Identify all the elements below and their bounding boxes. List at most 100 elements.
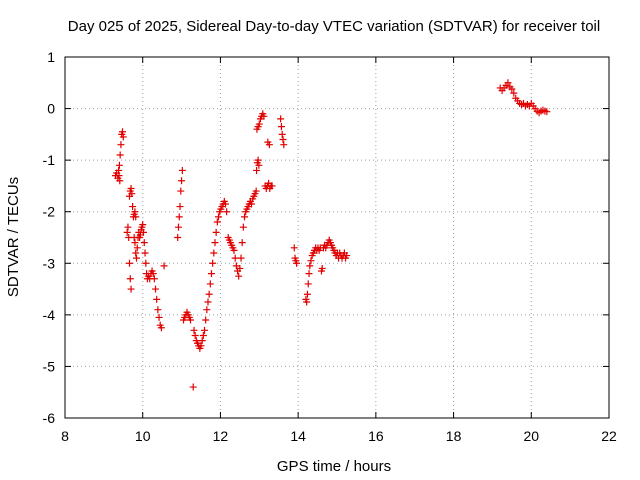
data-point-marker xyxy=(306,262,314,270)
data-point-marker xyxy=(131,239,139,247)
x-tick-label: 22 xyxy=(601,428,617,444)
x-tick-label: 14 xyxy=(290,428,306,444)
data-point-marker xyxy=(116,151,124,159)
x-tick-label: 16 xyxy=(368,428,384,444)
data-point-marker xyxy=(116,177,124,185)
data-point-marker xyxy=(230,246,238,254)
data-point-marker xyxy=(235,272,243,280)
data-point-marker xyxy=(210,249,218,257)
y-tick-label: -6 xyxy=(43,410,56,426)
data-point-marker xyxy=(119,133,127,141)
data-point-marker xyxy=(133,244,141,252)
data-point-marker xyxy=(253,166,261,174)
y-tick-label: -4 xyxy=(43,307,56,323)
data-point-marker xyxy=(115,161,123,169)
data-point-marker xyxy=(119,128,127,136)
y-tick-label: -2 xyxy=(43,204,56,220)
data-point-marker xyxy=(239,223,247,231)
data-point-marker xyxy=(123,228,131,236)
data-point-marker xyxy=(126,275,134,283)
data-point-marker xyxy=(248,200,256,208)
data-point-marker xyxy=(174,223,182,231)
data-point-marker xyxy=(236,264,244,272)
x-tick-label: 8 xyxy=(61,428,69,444)
data-point-marker xyxy=(191,331,199,339)
data-point-marker xyxy=(203,306,211,314)
data-point-marker xyxy=(304,280,312,288)
data-point-marker xyxy=(132,254,140,262)
data-point-marker xyxy=(209,259,217,267)
data-point-marker xyxy=(127,285,135,293)
data-point-marker xyxy=(128,190,136,198)
data-point-marker xyxy=(255,161,263,169)
x-axis-label: GPS time / hours xyxy=(277,458,391,475)
data-point-marker xyxy=(139,228,147,236)
data-point-marker xyxy=(142,259,150,267)
data-point-marker xyxy=(277,115,285,123)
data-point-marker xyxy=(213,218,221,226)
data-point-marker xyxy=(174,234,182,241)
data-point-marker xyxy=(141,249,149,257)
data-points xyxy=(112,79,551,391)
data-point-marker xyxy=(205,290,213,298)
data-point-marker xyxy=(277,123,285,131)
data-point-marker xyxy=(199,331,207,339)
y-tick-label: -5 xyxy=(43,358,56,374)
data-point-marker xyxy=(279,136,287,144)
data-point-marker xyxy=(237,254,245,262)
data-point-marker xyxy=(202,316,210,324)
data-point-marker xyxy=(198,337,206,345)
data-point-marker xyxy=(293,259,301,267)
data-point-marker xyxy=(207,270,215,278)
data-point-marker xyxy=(178,166,186,174)
data-point-marker xyxy=(131,208,139,216)
data-point-marker xyxy=(154,306,162,314)
data-point-marker xyxy=(149,270,157,278)
data-point-marker xyxy=(160,262,168,270)
data-point-marker xyxy=(318,264,326,272)
data-point-marker xyxy=(290,244,298,252)
data-point-marker xyxy=(206,280,214,288)
data-point-marker xyxy=(155,313,163,321)
data-point-marker xyxy=(177,187,185,195)
data-point-marker xyxy=(200,326,208,334)
data-point-marker xyxy=(303,290,311,298)
data-point-marker xyxy=(189,383,197,391)
data-point-marker xyxy=(204,298,212,306)
data-point-marker xyxy=(212,228,220,236)
data-point-marker xyxy=(132,249,140,257)
data-point-marker xyxy=(124,223,132,231)
data-point-marker xyxy=(221,200,229,208)
data-point-marker xyxy=(187,316,195,324)
data-point-marker xyxy=(343,252,351,260)
data-point-marker xyxy=(197,342,205,350)
data-point-marker xyxy=(508,85,516,93)
data-point-marker xyxy=(241,213,249,221)
data-point-marker xyxy=(176,203,184,211)
data-point-marker xyxy=(150,275,158,283)
data-point-marker xyxy=(252,187,260,195)
data-point-marker xyxy=(139,221,147,229)
x-tick-label: 10 xyxy=(135,428,151,444)
data-point-marker xyxy=(504,79,512,87)
axis-ticks xyxy=(64,56,610,419)
data-point-marker xyxy=(280,141,288,149)
x-tick-label: 12 xyxy=(213,428,229,444)
data-point-marker xyxy=(126,259,134,267)
data-point-marker xyxy=(153,295,161,303)
data-point-marker xyxy=(255,120,263,128)
data-point-marker xyxy=(214,213,222,221)
plot-frame xyxy=(64,56,610,419)
data-point-marker xyxy=(127,185,135,193)
data-point-marker xyxy=(510,89,518,97)
data-point-marker xyxy=(132,213,140,221)
data-point-marker xyxy=(307,257,315,265)
y-axis-label: SDTVAR / TECUs xyxy=(5,177,22,297)
data-point-marker xyxy=(115,172,123,180)
data-point-marker xyxy=(178,177,186,185)
y-tick-label: 1 xyxy=(47,49,55,65)
data-point-marker xyxy=(238,239,246,247)
data-point-marker xyxy=(260,112,268,120)
data-point-marker xyxy=(223,208,231,216)
grid xyxy=(65,57,609,418)
